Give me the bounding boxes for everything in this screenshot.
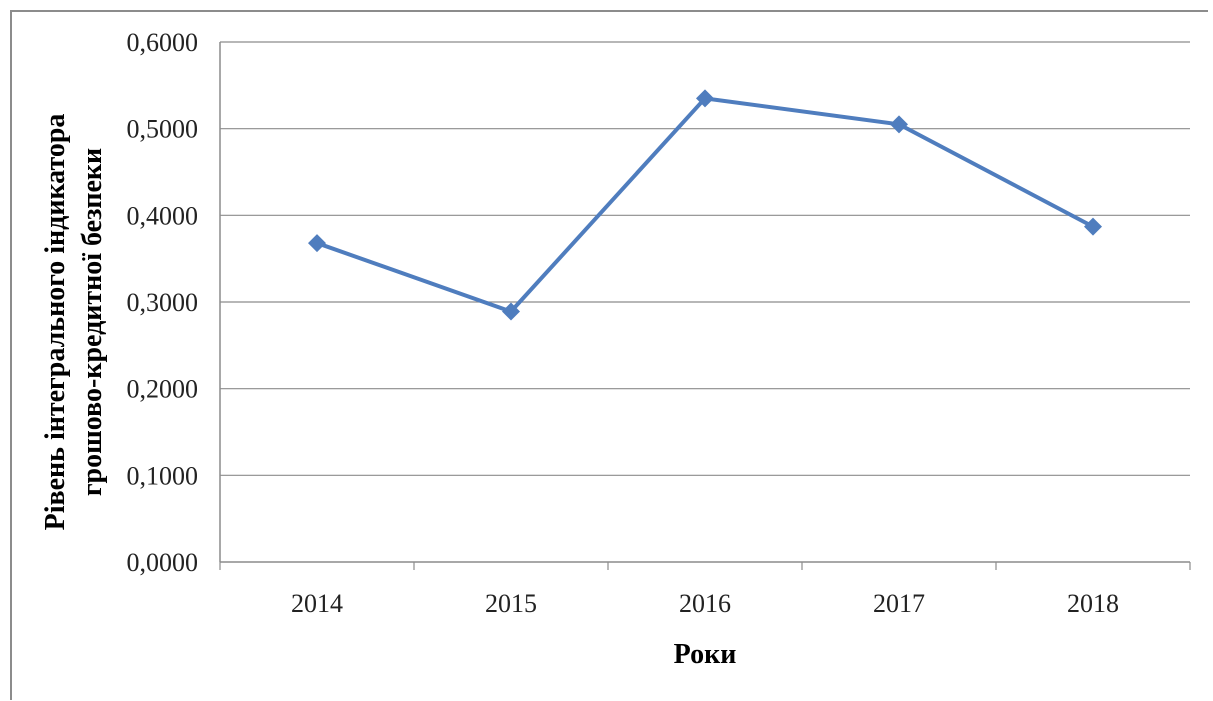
data-point-marker bbox=[502, 302, 520, 321]
data-point-marker bbox=[696, 89, 714, 108]
data-point-marker bbox=[1084, 217, 1102, 236]
x-tick-label: 2016 bbox=[679, 589, 731, 618]
y-tick-label: 0,3000 bbox=[127, 288, 199, 317]
axes bbox=[219, 42, 1190, 563]
series-line bbox=[316, 96, 1094, 314]
gridlines bbox=[220, 41, 1190, 476]
x-tick-label: 2018 bbox=[1067, 589, 1119, 618]
y-axis-title-line-1: Рівень інтегрального індикатора bbox=[40, 114, 71, 531]
y-tick-label: 0,0000 bbox=[127, 548, 199, 577]
y-axis-title: Рівень інтегрального індикатора грошово-… bbox=[40, 114, 108, 531]
x-axis-title: Роки bbox=[674, 639, 737, 670]
series-layer bbox=[308, 89, 1102, 321]
y-axis-title-line-2: грошово-кредитної безпеки bbox=[77, 148, 108, 496]
x-tick-label: 2017 bbox=[873, 589, 925, 618]
y-tick-labels: 0,0000 0,1000 0,2000 0,3000 0,4000 0,5000 0,60… bbox=[127, 28, 199, 577]
y-tick-label: 0,6000 bbox=[127, 28, 199, 57]
y-tick-label: 0,2000 bbox=[127, 375, 199, 404]
y-tick-label: 0,5000 bbox=[127, 115, 199, 144]
data-point-marker bbox=[890, 115, 908, 134]
data-point-marker bbox=[308, 234, 326, 253]
x-tick-labels: 2014 2015 2016 2017 2018 bbox=[219, 562, 1191, 618]
y-tick-label: 0,1000 bbox=[127, 461, 199, 490]
x-tick-label: 2014 bbox=[291, 589, 343, 618]
x-tick-label: 2015 bbox=[485, 589, 537, 618]
chart-frame bbox=[10, 10, 1208, 700]
y-tick-label: 0,4000 bbox=[127, 201, 199, 230]
